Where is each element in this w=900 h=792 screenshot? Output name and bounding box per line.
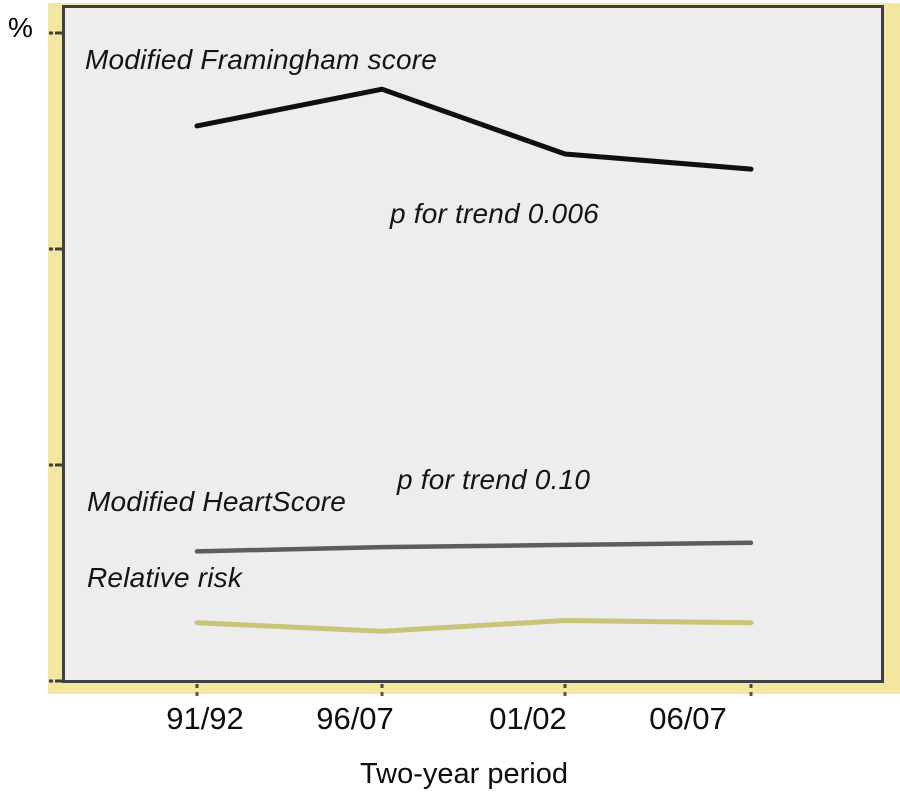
series-label-framingham: Modified Framingham score: [85, 44, 438, 75]
y-axis-tick: [55, 463, 63, 467]
x-axis-tick: [563, 684, 567, 688]
y-axis-tick: [49, 31, 53, 35]
x-axis-tick: [380, 684, 384, 688]
series-label-relative-risk: Relative risk: [87, 562, 243, 593]
x-axis-tick: [749, 692, 753, 696]
y-axis-tick: [49, 247, 53, 251]
x-tick-label-01-02: 01/02: [489, 701, 567, 736]
y-axis-tick: [55, 679, 63, 683]
y-axis-unit-label: %: [8, 12, 33, 43]
x-axis-tick: [195, 684, 199, 688]
x-axis-tick: [749, 684, 753, 688]
plot-area: [62, 5, 884, 683]
x-tick-label-06-07: 06/07: [649, 701, 727, 736]
y-axis-tick: [49, 679, 53, 683]
y-axis-tick: [49, 463, 53, 467]
x-tick-label-96-07: 96/07: [316, 701, 394, 736]
series-line-0: [194, 86, 754, 172]
x-axis-title: Two-year period: [360, 758, 568, 790]
y-axis-tick: [55, 247, 63, 251]
x-tick-label-91-92: 91/92: [166, 701, 244, 736]
x-axis-tick: [195, 692, 199, 696]
x-axis-tick: [380, 692, 384, 696]
series-label-heartscore: Modified HeartScore: [87, 486, 347, 517]
x-axis-tick: [563, 692, 567, 696]
annotation-framingham-p-value: p for trend 0.006: [390, 198, 599, 229]
series-line-1: [194, 540, 754, 554]
series-line-2: [194, 618, 754, 634]
annotation-heartscore-p-value: p for trend 0.10: [397, 464, 591, 495]
y-axis-tick: [55, 31, 63, 35]
